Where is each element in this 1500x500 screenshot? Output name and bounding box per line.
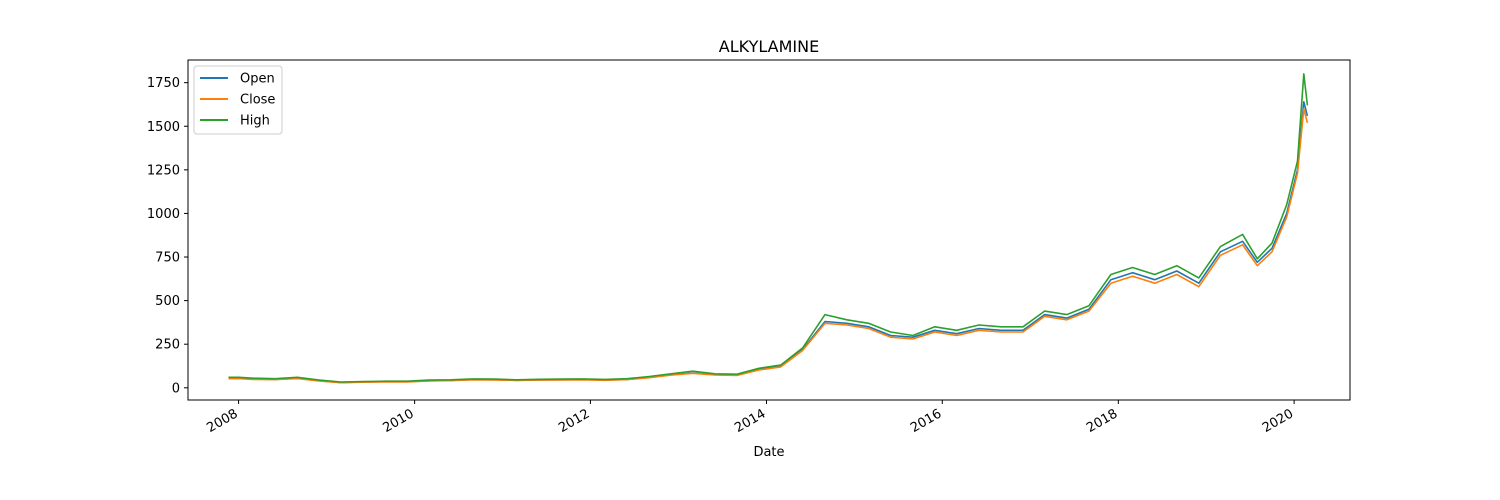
x-axis: 2008 2010 2012 2014 2016 2018 2020 xyxy=(204,400,1296,436)
x-tick-label: 2014 xyxy=(732,406,768,436)
x-tick-label: 2016 xyxy=(908,406,944,436)
legend-label-high: High xyxy=(240,114,270,129)
y-tick-label: 1500 xyxy=(147,120,180,135)
series-line-high xyxy=(228,73,1309,383)
y-tick-label: 0 xyxy=(172,381,180,396)
x-tick-label: 2008 xyxy=(204,406,240,436)
plot-area xyxy=(187,59,1351,401)
y-tick-label: 750 xyxy=(155,251,180,266)
y-axis: 0 250 500 750 1000 1250 1500 1750 xyxy=(147,76,188,396)
y-tick-label: 1250 xyxy=(147,163,180,178)
x-tick-label: 2010 xyxy=(380,406,416,436)
x-tick-label: 2020 xyxy=(1260,406,1296,436)
x-tick-label: 2018 xyxy=(1084,406,1120,436)
legend: Open Close High xyxy=(193,65,283,135)
y-tick-label: 250 xyxy=(155,338,180,353)
legend-label-close: Close xyxy=(240,93,275,108)
y-tick-label: 1000 xyxy=(147,207,180,222)
y-tick-label: 500 xyxy=(155,294,180,309)
x-axis-label: Date xyxy=(753,445,784,460)
series-lines xyxy=(228,73,1309,384)
legend-label-open: Open xyxy=(240,72,275,87)
x-tick-label: 2012 xyxy=(556,406,592,436)
y-tick-label: 1750 xyxy=(147,76,180,91)
legend-box xyxy=(193,65,283,135)
chart-title: ALKYLAMINE xyxy=(719,37,819,56)
